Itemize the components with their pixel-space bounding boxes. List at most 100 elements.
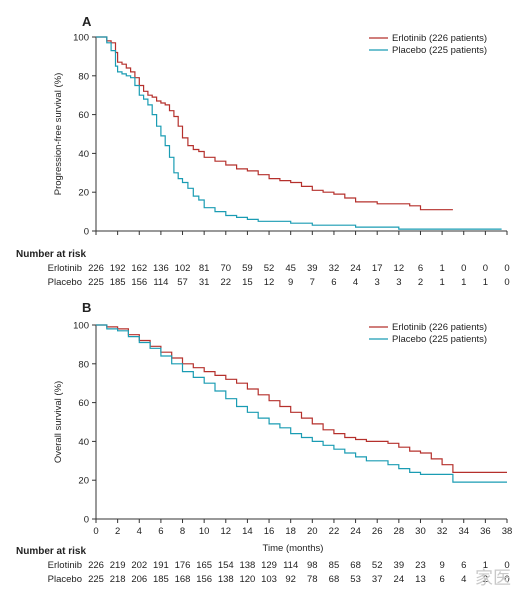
panel-a-plot-area: 0 20 40 60 80 100 — [73, 33, 508, 238]
x-tick-label: 0 — [93, 526, 98, 537]
risk-value: 0 — [461, 263, 466, 274]
x-tick-label: 10 — [199, 526, 210, 537]
panel-b-x-axis-label: Time (months) — [263, 543, 324, 554]
risk-value: 31 — [199, 277, 210, 288]
risk-value: 0 — [504, 263, 509, 274]
risk-value: 24 — [394, 574, 405, 585]
risk-value: 12 — [264, 277, 275, 288]
risk-value: 9 — [288, 277, 293, 288]
risk-value: 156 — [196, 574, 212, 585]
risk-value: 191 — [153, 560, 169, 571]
risk-value: 9 — [439, 560, 444, 571]
watermark: 家医 — [475, 568, 511, 589]
risk-value: 4 — [353, 277, 358, 288]
panel-b-risk-values: 226 219 202 191 176 165 154 138 129 114 98 85 68 52 39… — [88, 560, 510, 585]
risk-value: 98 — [307, 560, 318, 571]
panel-a-y-axis-label: Progression-free survival (%) — [53, 73, 64, 195]
risk-value: 162 — [131, 263, 147, 274]
risk-value: 3 — [396, 277, 401, 288]
risk-value: 2 — [483, 574, 488, 585]
risk-value: 176 — [175, 560, 191, 571]
y-tick-label: 40 — [78, 437, 89, 448]
risk-value: 92 — [285, 574, 296, 585]
x-tick-label: 2 — [115, 526, 120, 537]
risk-value: 165 — [196, 560, 212, 571]
y-tick-label: 0 — [84, 227, 89, 238]
x-tick-label: 8 — [180, 526, 185, 537]
risk-value: 6 — [461, 560, 466, 571]
panel-b-risk-table: Number at risk Erlotinib Placebo 226 219 2… — [16, 546, 510, 585]
y-tick-label: 20 — [78, 476, 89, 487]
risk-value: 7 — [310, 277, 315, 288]
risk-value: 206 — [131, 574, 147, 585]
legend-erlotinib-label: Erlotinib (226 patients) — [392, 322, 487, 333]
legend-placebo-label: Placebo (225 patients) — [392, 45, 487, 56]
risk-value: 1 — [461, 277, 466, 288]
panel-a-risk-table: Number at risk Erlotinib Placebo 226 192 1… — [16, 249, 510, 288]
risk-value: 202 — [131, 560, 147, 571]
risk-row-label-placebo-b: Placebo — [48, 574, 82, 585]
risk-value: 185 — [153, 574, 169, 585]
panel-a-label: A — [82, 14, 92, 29]
risk-value: 0 — [504, 560, 509, 571]
risk-value: 4 — [461, 574, 466, 585]
risk-value: 168 — [175, 574, 191, 585]
risk-value: 6 — [439, 574, 444, 585]
risk-value: 45 — [285, 263, 296, 274]
risk-value: 37 — [372, 574, 383, 585]
risk-value: 129 — [261, 560, 277, 571]
risk-value: 0 — [504, 277, 509, 288]
risk-value: 17 — [372, 263, 383, 274]
risk-value: 53 — [350, 574, 361, 585]
risk-value: 68 — [329, 574, 340, 585]
risk-value: 102 — [175, 263, 191, 274]
risk-value: 6 — [331, 277, 336, 288]
x-tick-label: 34 — [458, 526, 469, 537]
risk-value: 2 — [418, 277, 423, 288]
y-tick-label: 20 — [78, 188, 89, 199]
risk-value: 39 — [307, 263, 318, 274]
risk-table-heading-b: Number at risk — [16, 546, 86, 557]
risk-value: 39 — [394, 560, 405, 571]
risk-value: 154 — [218, 560, 234, 571]
risk-value: 120 — [239, 574, 255, 585]
panel-b: B Overall survival (%) Time (months) 020… — [16, 300, 512, 585]
risk-value: 0 — [504, 574, 509, 585]
risk-row-label-placebo-a: Placebo — [48, 277, 82, 288]
panel-b-legend: Erlotinib (226 patients) Placebo (225 pa… — [369, 322, 487, 345]
panel-a: A Progression-free survival (%) 02040608… — [16, 14, 510, 288]
x-tick-label: 14 — [242, 526, 253, 537]
risk-value: 81 — [199, 263, 210, 274]
risk-value: 136 — [153, 263, 169, 274]
risk-value: 192 — [110, 263, 126, 274]
risk-value: 68 — [350, 560, 361, 571]
x-tick-label: 20 — [307, 526, 318, 537]
risk-value: 15 — [242, 277, 253, 288]
risk-row-label-erlotinib-b: Erlotinib — [48, 560, 82, 571]
risk-value: 114 — [153, 277, 168, 288]
y-tick-label: 0 — [84, 515, 89, 526]
panel-b-y-axis-label: Overall survival (%) — [53, 381, 64, 463]
risk-value: 226 — [88, 263, 104, 274]
y-tick-label: 80 — [78, 71, 89, 82]
risk-value: 24 — [350, 263, 361, 274]
risk-row-label-erlotinib-a: Erlotinib — [48, 263, 82, 274]
series-line-erlotinib — [96, 324, 507, 473]
y-tick-label: 100 — [73, 321, 89, 332]
risk-value: 138 — [239, 560, 255, 571]
x-tick-label: 28 — [394, 526, 405, 537]
risk-value: 13 — [415, 574, 426, 585]
risk-value: 138 — [218, 574, 234, 585]
x-tick-label: 36 — [480, 526, 491, 537]
x-tick-label: 6 — [158, 526, 163, 537]
risk-value: 23 — [415, 560, 426, 571]
risk-value: 0 — [483, 263, 488, 274]
risk-value: 52 — [264, 263, 275, 274]
risk-value: 103 — [261, 574, 277, 585]
risk-table-heading-a: Number at risk — [16, 249, 86, 260]
risk-value: 225 — [88, 574, 104, 585]
x-tick-label: 26 — [372, 526, 383, 537]
series-line-placebo — [96, 36, 502, 230]
x-tick-label: 16 — [264, 526, 275, 537]
risk-value: 57 — [177, 277, 188, 288]
